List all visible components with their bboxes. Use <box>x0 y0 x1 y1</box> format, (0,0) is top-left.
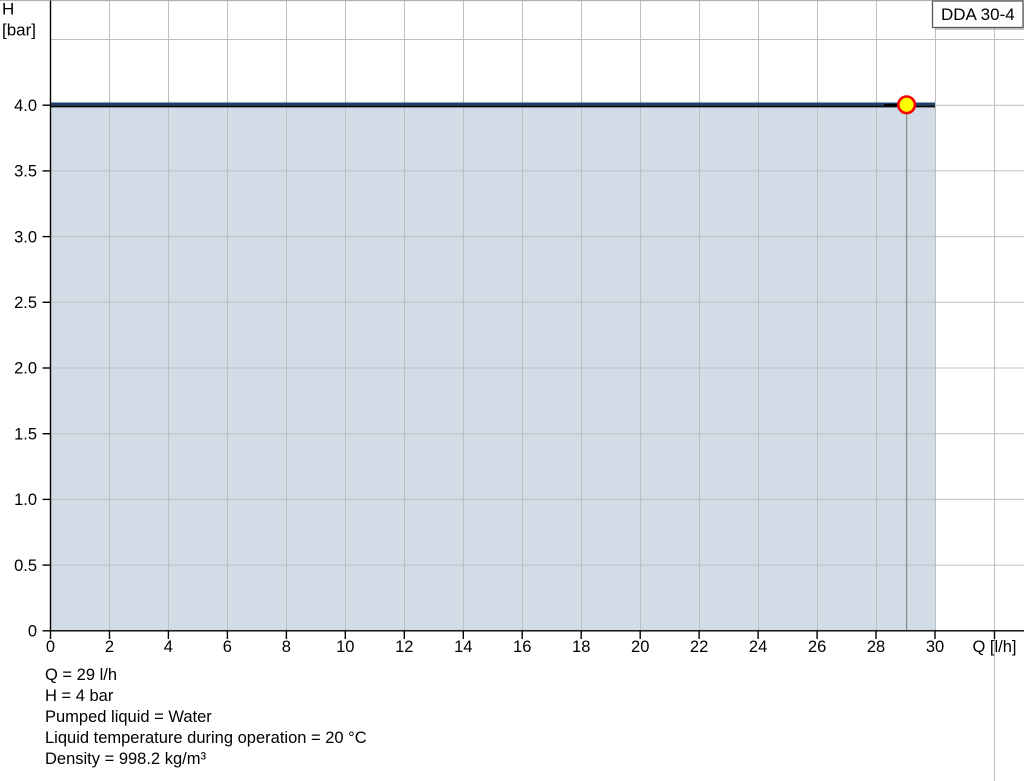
svg-text:H = 4 bar: H = 4 bar <box>45 687 114 705</box>
svg-text:28: 28 <box>867 638 885 656</box>
svg-text:1.0: 1.0 <box>14 491 37 509</box>
svg-text:0: 0 <box>46 638 55 656</box>
svg-text:Q = 29 l/h: Q = 29 l/h <box>45 666 117 684</box>
svg-text:H: H <box>2 0 14 19</box>
svg-text:1.5: 1.5 <box>14 425 37 443</box>
svg-text:26: 26 <box>808 638 826 656</box>
svg-text:Q [l/h]: Q [l/h] <box>972 638 1016 656</box>
svg-text:3.5: 3.5 <box>14 163 37 181</box>
svg-text:16: 16 <box>513 638 531 656</box>
svg-text:18: 18 <box>572 638 590 656</box>
svg-text:20: 20 <box>631 638 649 656</box>
svg-text:Liquid temperature during oper: Liquid temperature during operation = 20… <box>45 729 367 747</box>
svg-text:8: 8 <box>282 638 291 656</box>
svg-text:6: 6 <box>223 638 232 656</box>
svg-text:4: 4 <box>164 638 173 656</box>
svg-text:[bar]: [bar] <box>2 21 36 40</box>
svg-text:DDA 30-4: DDA 30-4 <box>941 5 1015 24</box>
svg-text:4.0: 4.0 <box>14 97 37 115</box>
svg-text:Pumped liquid = Water: Pumped liquid = Water <box>45 708 212 726</box>
svg-text:2: 2 <box>105 638 114 656</box>
svg-text:2.0: 2.0 <box>14 360 37 378</box>
svg-text:2.5: 2.5 <box>14 294 37 312</box>
svg-text:24: 24 <box>749 638 767 656</box>
svg-text:30: 30 <box>926 638 944 656</box>
svg-text:22: 22 <box>690 638 708 656</box>
svg-text:0: 0 <box>28 623 37 641</box>
svg-text:Density = 998.2 kg/m³: Density = 998.2 kg/m³ <box>45 750 206 768</box>
svg-text:14: 14 <box>454 638 472 656</box>
svg-text:3.0: 3.0 <box>14 228 37 246</box>
svg-text:12: 12 <box>395 638 413 656</box>
svg-text:0.5: 0.5 <box>14 557 37 575</box>
svg-text:10: 10 <box>336 638 354 656</box>
